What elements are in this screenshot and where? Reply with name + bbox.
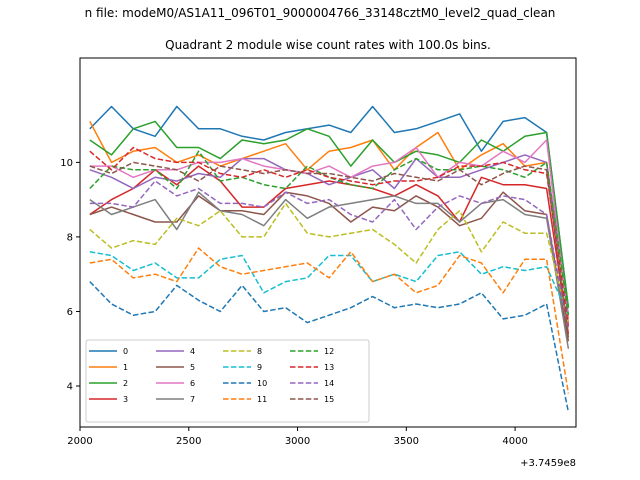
y-tick-label: 6 [67,307,73,318]
series-line-0 [89,105,570,308]
y-tick-label: 8 [67,232,73,243]
series-line-7 [89,191,570,349]
legend-label-5: 5 [190,363,195,372]
legend-label-10: 10 [257,379,267,388]
legend-label-8: 8 [257,347,262,356]
x-tick-label: 2000 [67,436,92,447]
series-line-5 [89,191,570,342]
legend-label-7: 7 [190,395,195,404]
legend-label-6: 6 [190,379,195,388]
x-axis-offset-label: +3.7459e8 [520,458,576,469]
series-line-9 [89,251,570,316]
legend-label-3: 3 [123,395,128,404]
series-line-12 [89,150,570,316]
x-axis: 2000 2500 3000 3500 4000 [67,427,528,447]
legend-label-1: 1 [123,363,128,372]
legend-label-9: 9 [257,363,262,372]
series-line-15 [89,161,570,338]
x-tick-label: 3500 [394,436,419,447]
plot-lines [89,105,570,413]
series-line-2 [89,120,570,308]
y-tick-label: 10 [60,158,73,169]
legend-label-4: 4 [190,347,195,356]
series-line-13 [89,146,570,327]
plot-frame [79,57,577,428]
figure-suptitle: n file: modeM0/AS1A11_096T01_9000004766_… [85,6,556,20]
series-line-11 [89,247,570,394]
series-line-1 [89,121,570,320]
y-axis: 4 6 8 10 [60,158,80,393]
series-line-10 [89,281,570,413]
series-line-3 [89,165,570,334]
x-tick-label: 2500 [176,436,201,447]
x-tick-label: 3000 [285,436,310,447]
x-tick-label: 4000 [502,436,527,447]
series-line-14 [89,180,570,331]
legend-label-14: 14 [324,379,334,388]
series-line-4 [89,154,570,316]
series-line-6 [89,139,570,323]
legend-label-0: 0 [123,347,128,356]
legend-label-11: 11 [257,395,267,404]
legend-label-12: 12 [324,347,334,356]
legend-label-2: 2 [123,379,128,388]
y-tick-label: 4 [67,382,73,393]
legend-label-15: 15 [324,395,334,404]
legend-box [85,339,370,423]
chart-title: Quadrant 2 module wise count rates with … [165,38,491,52]
legend-label-13: 13 [324,363,334,372]
series-line-8 [89,202,570,323]
